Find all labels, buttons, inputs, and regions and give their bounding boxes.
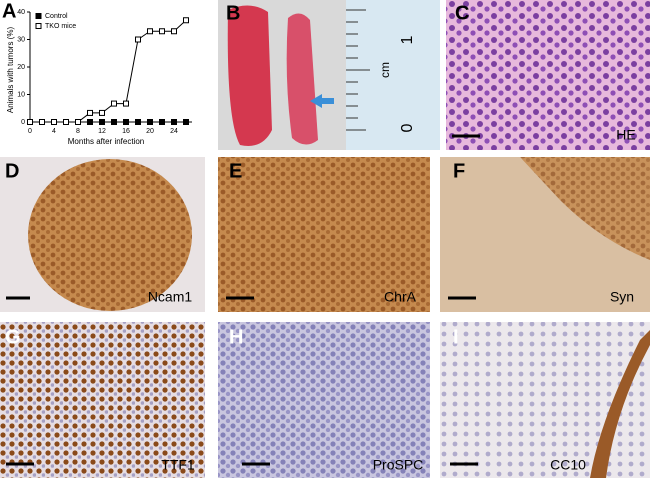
panel-f: F Syn bbox=[440, 157, 650, 312]
series-line bbox=[30, 19, 187, 123]
panel-g: G TTF1 bbox=[0, 322, 205, 478]
ruler-unit: cm bbox=[378, 62, 392, 78]
x-tick-label: 20 bbox=[146, 128, 154, 135]
panel-letter: D bbox=[5, 160, 19, 182]
y-tick-label: 0 bbox=[21, 119, 25, 126]
data-point bbox=[39, 119, 45, 125]
data-point bbox=[147, 28, 153, 35]
tissue bbox=[590, 330, 650, 478]
data-point bbox=[99, 119, 105, 125]
panel-c: C HE bbox=[446, 0, 650, 150]
stain-label: ProSPC bbox=[373, 457, 424, 473]
data-point bbox=[135, 36, 141, 43]
legend-marker bbox=[35, 13, 42, 19]
panel-letter: I bbox=[453, 326, 459, 348]
ruler-label: 1 bbox=[399, 35, 416, 44]
data-point bbox=[159, 119, 165, 125]
stain-label: ChrA bbox=[384, 289, 417, 305]
lung-lobe bbox=[227, 5, 272, 147]
data-point bbox=[111, 100, 117, 107]
data-point bbox=[111, 119, 117, 125]
data-point bbox=[171, 28, 177, 35]
tissue bbox=[520, 157, 650, 260]
data-point bbox=[183, 119, 189, 125]
panel-letter: G bbox=[5, 326, 21, 348]
data-point bbox=[159, 28, 165, 35]
data-point bbox=[123, 119, 129, 125]
x-tick-label: 8 bbox=[76, 128, 80, 135]
panel-d: D Ncam1 bbox=[0, 157, 205, 312]
ruler-ticks bbox=[346, 9, 370, 131]
lung-lobe bbox=[286, 13, 318, 145]
data-point bbox=[99, 109, 105, 116]
data-point bbox=[147, 119, 153, 125]
x-tick-label: 0 bbox=[28, 128, 32, 135]
panel-letter: A bbox=[2, 0, 16, 22]
panel-letter: F bbox=[453, 160, 465, 182]
y-tick-label: 10 bbox=[17, 91, 25, 98]
micrograph bbox=[0, 322, 205, 478]
panel-a: A Animals with tumors (%) Months after i… bbox=[2, 0, 192, 146]
micrograph bbox=[218, 157, 430, 312]
stain-label: HE bbox=[616, 127, 635, 143]
micrograph bbox=[446, 0, 650, 150]
stain-label: CC10 bbox=[550, 457, 586, 473]
panel-letter: E bbox=[229, 160, 242, 182]
y-tick-label: 40 bbox=[17, 9, 25, 16]
legend-marker bbox=[35, 23, 42, 29]
micrograph bbox=[218, 322, 430, 478]
data-point bbox=[135, 119, 141, 125]
x-tick-label: 4 bbox=[52, 128, 56, 135]
data-point bbox=[51, 119, 57, 125]
y-tick-label: 20 bbox=[17, 64, 25, 71]
y-axis-label: Animals with tumors (%) bbox=[6, 27, 15, 114]
panel-letter: B bbox=[226, 2, 240, 24]
data-point bbox=[75, 119, 81, 125]
ruler bbox=[346, 0, 440, 150]
panel-h: H ProSPC bbox=[218, 322, 430, 478]
x-axis-label: Months after infection bbox=[68, 137, 144, 146]
stain-label: Syn bbox=[610, 289, 634, 305]
x-tick-label: 16 bbox=[122, 128, 130, 135]
data-point bbox=[27, 119, 33, 125]
data-point bbox=[87, 109, 93, 116]
y-tick-label: 30 bbox=[17, 36, 25, 43]
x-tick-label: 24 bbox=[170, 128, 178, 135]
data-point bbox=[123, 100, 129, 107]
legend-label: TKO mice bbox=[45, 23, 76, 30]
x-tick-label: 12 bbox=[98, 128, 106, 135]
panel-letter: C bbox=[455, 2, 469, 24]
panel-letter: H bbox=[229, 326, 243, 348]
stain-label: TTF1 bbox=[161, 457, 195, 473]
arrow bbox=[310, 94, 334, 108]
ruler-label: 0 bbox=[399, 123, 416, 132]
stain-label: Ncam1 bbox=[148, 289, 193, 305]
legend-label: Control bbox=[45, 13, 68, 20]
panel-i: I CC10 bbox=[440, 322, 650, 478]
data-point bbox=[63, 119, 69, 125]
tissue bbox=[28, 159, 192, 311]
data-point bbox=[87, 119, 93, 125]
data-point bbox=[183, 17, 189, 24]
data-point bbox=[171, 119, 177, 125]
panel-e: E ChrA bbox=[218, 157, 430, 312]
panel-b: B cm 1 0 bbox=[218, 0, 440, 150]
